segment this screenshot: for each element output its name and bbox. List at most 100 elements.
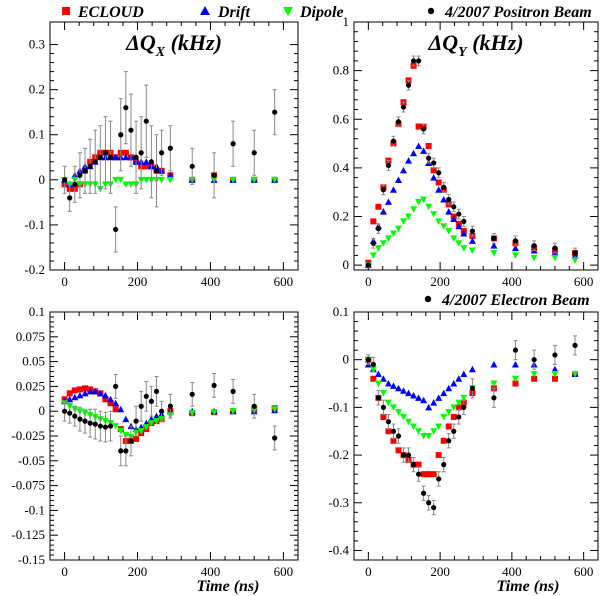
- data-point: [153, 388, 160, 394]
- drift-point: [107, 395, 115, 403]
- dipole-point: [530, 371, 538, 378]
- panel-title: ΔQY (kHz): [427, 30, 523, 60]
- dipole-point: [142, 176, 150, 184]
- drift-point: [445, 208, 453, 215]
- y-tick-label: 0: [39, 172, 46, 187]
- dipole-point: [374, 380, 382, 388]
- dipole-point: [147, 420, 155, 427]
- dipole-point: [435, 218, 443, 225]
- plot-frame: [49, 311, 299, 561]
- panel-electron-x: 0 200 400 600 -0.15 -0.125 -0.1 -0.075 -0.05 -0.0…: [11, 304, 299, 595]
- dipole-point: [394, 225, 402, 233]
- legend-marker-dipole: [283, 7, 293, 16]
- dipole-point: [379, 240, 387, 247]
- dipole-point: [152, 418, 160, 425]
- data-point: [133, 154, 139, 160]
- x-tick-label: 200: [430, 274, 450, 289]
- data-point: [77, 172, 83, 178]
- ecloud-point: [440, 437, 447, 444]
- data-point: [552, 352, 558, 358]
- data-point: [97, 154, 103, 160]
- data-point: [77, 416, 83, 422]
- data-point: [390, 138, 397, 144]
- data-point: [385, 419, 392, 425]
- drift-point: [440, 389, 448, 397]
- dipole-point: [369, 252, 377, 259]
- ecloud-point: [133, 435, 140, 442]
- data-point: [230, 388, 236, 394]
- drift-point: [405, 389, 413, 397]
- drift-point: [81, 389, 89, 397]
- drift-point: [430, 174, 438, 181]
- legend-label-ecloud: ECLOUD: [77, 4, 144, 21]
- dipole-point: [511, 252, 519, 259]
- drift-point: [379, 208, 387, 215]
- dipole-point: [394, 409, 402, 416]
- ecloud-point: [430, 167, 437, 174]
- x-tick-label: 400: [201, 274, 221, 289]
- ecloud-point: [102, 396, 109, 403]
- dipole-point: [415, 428, 423, 435]
- drift-point: [389, 382, 397, 389]
- dipole-point: [127, 181, 135, 188]
- drift-point: [384, 380, 392, 387]
- x-axis-label: Time (ns): [497, 578, 560, 595]
- data-point: [415, 58, 422, 64]
- dipole-point: [440, 413, 448, 421]
- dipole-point: [158, 176, 166, 184]
- ecloud-point: [415, 123, 422, 130]
- ecloud-point: [435, 179, 442, 186]
- drift-point: [410, 149, 418, 157]
- y-tick-label: -0.2: [24, 262, 45, 277]
- ecloud-point: [112, 406, 119, 413]
- y-tick-label: 0.2: [333, 209, 349, 224]
- data-point: [167, 403, 173, 409]
- data-point: [61, 177, 68, 183]
- data-point: [469, 228, 476, 234]
- ecloud-point: [82, 385, 89, 392]
- y-tick-label: 0.1: [29, 127, 45, 142]
- plot-frame: [49, 21, 299, 271]
- data-point: [230, 141, 236, 147]
- data-point: [572, 342, 578, 348]
- data-point: [410, 462, 417, 468]
- y-tick-label: 0.2: [29, 82, 45, 97]
- dipole-point: [455, 240, 463, 247]
- dipole-point: [460, 394, 468, 402]
- ecloud-point: [445, 423, 452, 430]
- drift-point: [435, 186, 443, 193]
- data-point: [426, 155, 432, 161]
- drift-point: [91, 387, 99, 395]
- ecloud-point: [385, 428, 392, 435]
- ecloud-point: [143, 163, 150, 170]
- drift-point: [122, 415, 130, 423]
- dipole-point: [122, 432, 130, 439]
- dipole-point: [229, 176, 237, 184]
- drift-point: [410, 391, 418, 399]
- data-point: [451, 428, 457, 434]
- dipole-point: [460, 245, 468, 252]
- data-point: [491, 395, 497, 401]
- y-tick-label: -0.075: [11, 478, 45, 493]
- data-point: [138, 403, 144, 409]
- data-point: [512, 347, 519, 353]
- panel-positron-y: 0 200 400 600 0 0.2 0.4 0.6 0.8 1 ΔQY (kHz): [333, 14, 599, 289]
- dipole-point: [229, 408, 237, 415]
- dipole-point: [271, 406, 279, 413]
- data-point: [128, 438, 134, 444]
- ecloud-point: [435, 452, 442, 459]
- ecloud-point: [370, 375, 377, 382]
- ecloud-point: [455, 404, 462, 411]
- dipole-point: [425, 203, 433, 211]
- data-point: [251, 403, 257, 409]
- drift-point: [420, 396, 428, 404]
- dipole-point: [450, 235, 458, 242]
- ecloud-point: [531, 375, 538, 382]
- dipole-point: [142, 424, 150, 431]
- drift-point: [374, 370, 382, 377]
- y-tick-label: -0.025: [11, 428, 45, 443]
- data-point: [133, 418, 139, 424]
- data-point: [123, 448, 129, 454]
- electron-beam-label: 4/2007 Electron Beam: [441, 292, 590, 309]
